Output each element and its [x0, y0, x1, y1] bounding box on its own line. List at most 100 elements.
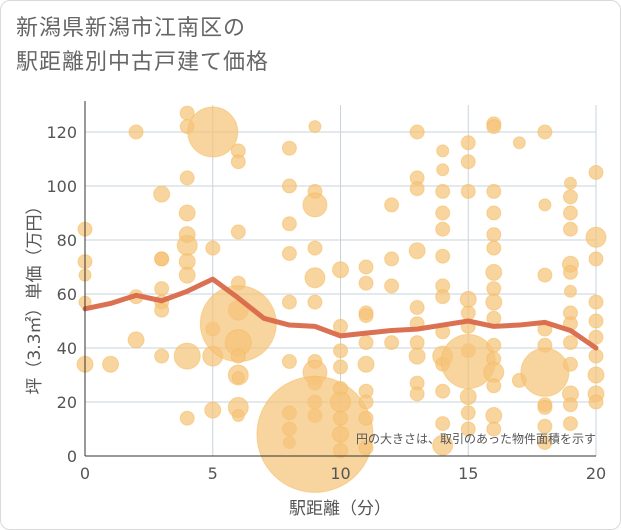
data-bubble [333, 343, 348, 359]
data-bubble [485, 407, 503, 424]
data-bubble [230, 154, 246, 170]
data-bubble [588, 329, 604, 345]
data-bubble [486, 421, 502, 437]
chart-title-line1: 新潟県新潟市江南区の [16, 16, 247, 41]
data-bubble [153, 185, 171, 203]
data-bubble [178, 204, 196, 222]
data-bubble [230, 224, 246, 240]
data-bubble [179, 170, 195, 186]
data-bubble [520, 347, 570, 397]
tick-labels: 0 20 40 60 80 100 120 0 5 10 15 20 [46, 123, 606, 483]
data-bubble [358, 308, 374, 324]
y-tick-label: 60 [57, 285, 77, 304]
x-tick-label: 5 [208, 464, 218, 483]
chart-title-line2: 駅距離別中古戸建て価格 [16, 50, 270, 75]
data-bubble [231, 371, 245, 385]
data-bubble [436, 144, 450, 158]
chart-title: 新潟県新潟市江南区の 駅距離別中古戸建て価格 [16, 12, 269, 80]
data-bubble [281, 178, 297, 194]
data-bubble [332, 261, 349, 279]
axes [84, 101, 596, 457]
data-bubble [538, 198, 552, 212]
data-bubble [537, 399, 553, 415]
data-bubble [460, 154, 476, 170]
data-bubble [409, 124, 425, 140]
data-bubble [537, 418, 553, 434]
data-bubble [562, 205, 578, 221]
data-bubble [333, 443, 348, 459]
data-bubble [333, 318, 348, 334]
data-bubble [179, 410, 195, 426]
data-bubble [409, 335, 425, 351]
data-bubble [358, 259, 374, 275]
data-bubble [154, 348, 170, 364]
data-bubble [435, 383, 451, 399]
data-bubble [231, 409, 245, 422]
data-bubble [435, 183, 451, 199]
data-bubble [384, 278, 400, 294]
data-bubble [358, 394, 374, 410]
y-tick-label: 20 [57, 393, 77, 412]
data-bubble [308, 120, 322, 134]
x-tick-label: 15 [458, 464, 478, 483]
data-bubble [486, 337, 502, 353]
data-bubble [563, 284, 577, 298]
data-bubble [102, 355, 120, 373]
data-bubble [436, 163, 450, 177]
data-bubble [357, 355, 375, 373]
data-bubble [409, 386, 425, 402]
data-bubble [485, 263, 503, 281]
data-bubble [358, 440, 374, 456]
data-bubble [281, 216, 297, 232]
data-bubble [588, 294, 604, 310]
data-bubble [486, 183, 502, 199]
y-tick-label: 0 [67, 447, 77, 466]
data-bubble [154, 302, 170, 318]
data-bubble [281, 294, 297, 310]
data-bubble [460, 305, 476, 321]
data-bubble [588, 313, 604, 329]
data-bubble [304, 267, 326, 289]
data-bubble [230, 348, 246, 364]
data-bubble [127, 331, 145, 349]
data-bubble [588, 394, 604, 410]
data-bubble [562, 356, 578, 372]
data-bubble [384, 251, 400, 267]
data-bubble [459, 290, 477, 308]
data-bubble [562, 189, 578, 205]
data-bubble [384, 197, 400, 213]
data-bubble [485, 293, 503, 311]
data-bubble [307, 240, 323, 256]
data-bubble [333, 359, 348, 375]
data-bubble [302, 192, 328, 218]
data-bubble [562, 397, 578, 413]
data-bubble [486, 119, 502, 135]
x-tick-label: 10 [330, 464, 350, 483]
data-bubble [178, 266, 196, 284]
data-bubble [358, 275, 374, 291]
data-bubble [281, 354, 297, 369]
data-bubble [332, 425, 349, 443]
data-bubble [486, 378, 502, 394]
data-bubble [358, 335, 374, 351]
data-bubble [486, 281, 502, 297]
data-bubble [435, 416, 451, 432]
data-bubble [358, 410, 374, 426]
data-bubble [562, 221, 578, 237]
y-axis-label: 坪（3.3㎡）単価（万円） [25, 197, 45, 394]
data-bubble [281, 140, 297, 156]
data-bubble [176, 234, 198, 256]
data-bubble [435, 205, 451, 221]
data-bubble [384, 335, 400, 351]
data-bubble [486, 240, 502, 256]
bubble-layer [76, 105, 607, 493]
data-bubble [187, 106, 239, 158]
data-bubble [563, 176, 577, 190]
data-bubble [486, 227, 502, 243]
average-price-line [82, 276, 599, 351]
y-tick-label: 100 [46, 177, 77, 196]
data-bubble [204, 401, 222, 419]
x-tick-label: 0 [80, 464, 90, 483]
data-bubble [562, 416, 578, 432]
